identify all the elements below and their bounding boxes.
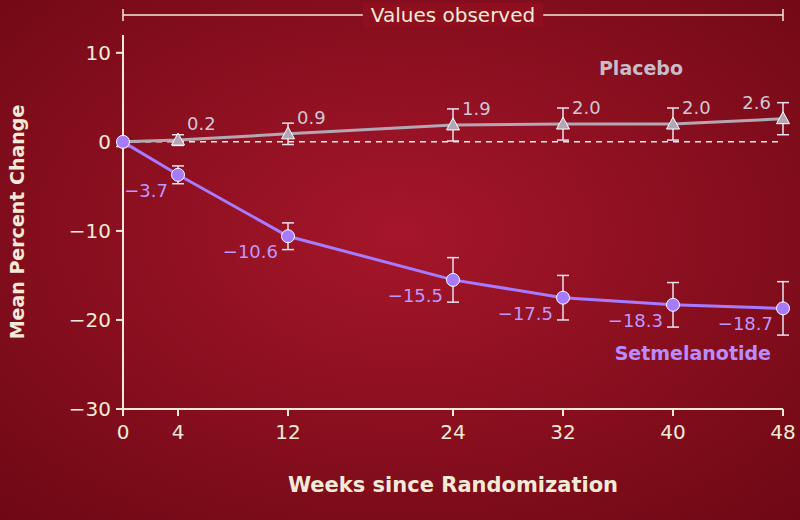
x-axis-title: Weeks since Randomization — [288, 473, 618, 497]
error-bar-cap — [777, 334, 789, 336]
point — [447, 273, 460, 286]
error-bar — [282, 123, 294, 144]
x-tick — [177, 409, 179, 416]
data-label: −17.5 — [498, 303, 553, 324]
x-tick-label: 32 — [550, 420, 575, 444]
point — [172, 133, 185, 145]
series-1 — [117, 135, 790, 335]
error-bar-cap — [777, 102, 789, 104]
y-tick — [116, 408, 123, 410]
error-bar — [447, 109, 459, 141]
error-bar — [282, 223, 294, 250]
error-bar-cap — [777, 134, 789, 136]
error-bar-cap — [777, 281, 789, 283]
error-bar-cap — [667, 282, 679, 284]
error-bar-cap — [667, 139, 679, 141]
x-tick-label: 4 — [172, 420, 185, 444]
series-line — [123, 142, 783, 309]
point — [557, 291, 570, 304]
point — [172, 168, 185, 181]
data-label: 1.9 — [462, 98, 491, 119]
error-bar-cap — [447, 301, 459, 303]
data-label: −18.3 — [608, 310, 663, 331]
error-bar-cap — [557, 139, 569, 141]
error-bar — [667, 108, 679, 140]
point — [557, 117, 570, 129]
plot-marks — [117, 103, 790, 335]
data-label: −10.6 — [223, 241, 278, 262]
error-bar — [557, 108, 569, 140]
y-axis — [122, 35, 124, 409]
x-tick-label: 48 — [770, 420, 795, 444]
y-tick-label: −20 — [69, 308, 111, 332]
data-label: 2.0 — [682, 97, 711, 118]
error-bar-cap — [447, 140, 459, 142]
data-labels: 0.2 0.9 1.9 2.0 2.0 2.6 Placebo −3.7 −10.6 −15.5 −… — [124, 57, 773, 365]
error-bar — [172, 166, 184, 184]
error-bar-cap — [172, 183, 184, 185]
title-patch — [363, 3, 543, 27]
point — [282, 127, 295, 139]
point — [667, 117, 680, 129]
point — [447, 118, 460, 130]
error-bar-cap — [447, 257, 459, 259]
point — [117, 135, 130, 148]
x-tick — [672, 409, 674, 416]
y-tick — [116, 230, 123, 232]
error-bar-cap — [667, 326, 679, 328]
x-tick — [562, 409, 564, 416]
point — [777, 112, 790, 124]
title-group: Values observed — [123, 3, 783, 27]
series-name: Placebo — [599, 57, 683, 79]
data-label: 0.2 — [187, 113, 216, 134]
background — [0, 0, 800, 520]
y-tick — [116, 319, 123, 321]
x-tick-label: 12 — [275, 420, 300, 444]
data-label: 0.9 — [297, 107, 326, 128]
error-bar-cap — [667, 107, 679, 109]
x-tick — [287, 409, 289, 416]
error-bar-cap — [282, 122, 294, 124]
y-tick-label: 0 — [98, 130, 111, 154]
x-tick-label: 40 — [660, 420, 685, 444]
title: Values observed — [371, 3, 535, 27]
title-bracket — [782, 9, 784, 21]
x-tick — [122, 409, 124, 416]
error-bar — [777, 282, 789, 335]
y-tick — [116, 52, 123, 54]
point — [777, 302, 790, 315]
data-label: 2.6 — [742, 92, 771, 113]
data-label: −15.5 — [388, 285, 443, 306]
x-tick — [452, 409, 454, 416]
error-bar-cap — [282, 144, 294, 146]
zero-line — [123, 141, 783, 143]
x-tick-label: 0 — [117, 420, 130, 444]
error-bar-cap — [282, 222, 294, 224]
y-axis-title: Mean Percent Change — [6, 105, 28, 340]
error-bar-cap — [172, 165, 184, 167]
y-tick-label: 10 — [86, 41, 111, 65]
title-bracket — [122, 9, 124, 21]
error-bar-cap — [282, 249, 294, 251]
point — [667, 298, 680, 311]
x-tick — [782, 409, 784, 416]
error-bar-cap — [557, 107, 569, 109]
chart: Values observed −30 −20 −10 0 10 0 4 12 24 32 40 48 W… — [0, 0, 800, 520]
error-bar — [557, 275, 569, 320]
error-bar-cap — [447, 108, 459, 110]
data-label: 2.0 — [572, 97, 601, 118]
y-tick-label: −30 — [69, 397, 111, 421]
data-label: −18.7 — [718, 313, 773, 334]
point — [282, 230, 295, 243]
series-name: Setmelanotide — [615, 342, 771, 364]
error-bar — [667, 283, 679, 328]
x-tick-label: 24 — [440, 420, 465, 444]
y-tick-label: −10 — [69, 219, 111, 243]
error-bar-cap — [557, 275, 569, 277]
data-label: −3.7 — [124, 180, 168, 201]
error-bar-cap — [557, 319, 569, 321]
error-bar — [777, 103, 789, 135]
error-bar — [447, 258, 459, 303]
